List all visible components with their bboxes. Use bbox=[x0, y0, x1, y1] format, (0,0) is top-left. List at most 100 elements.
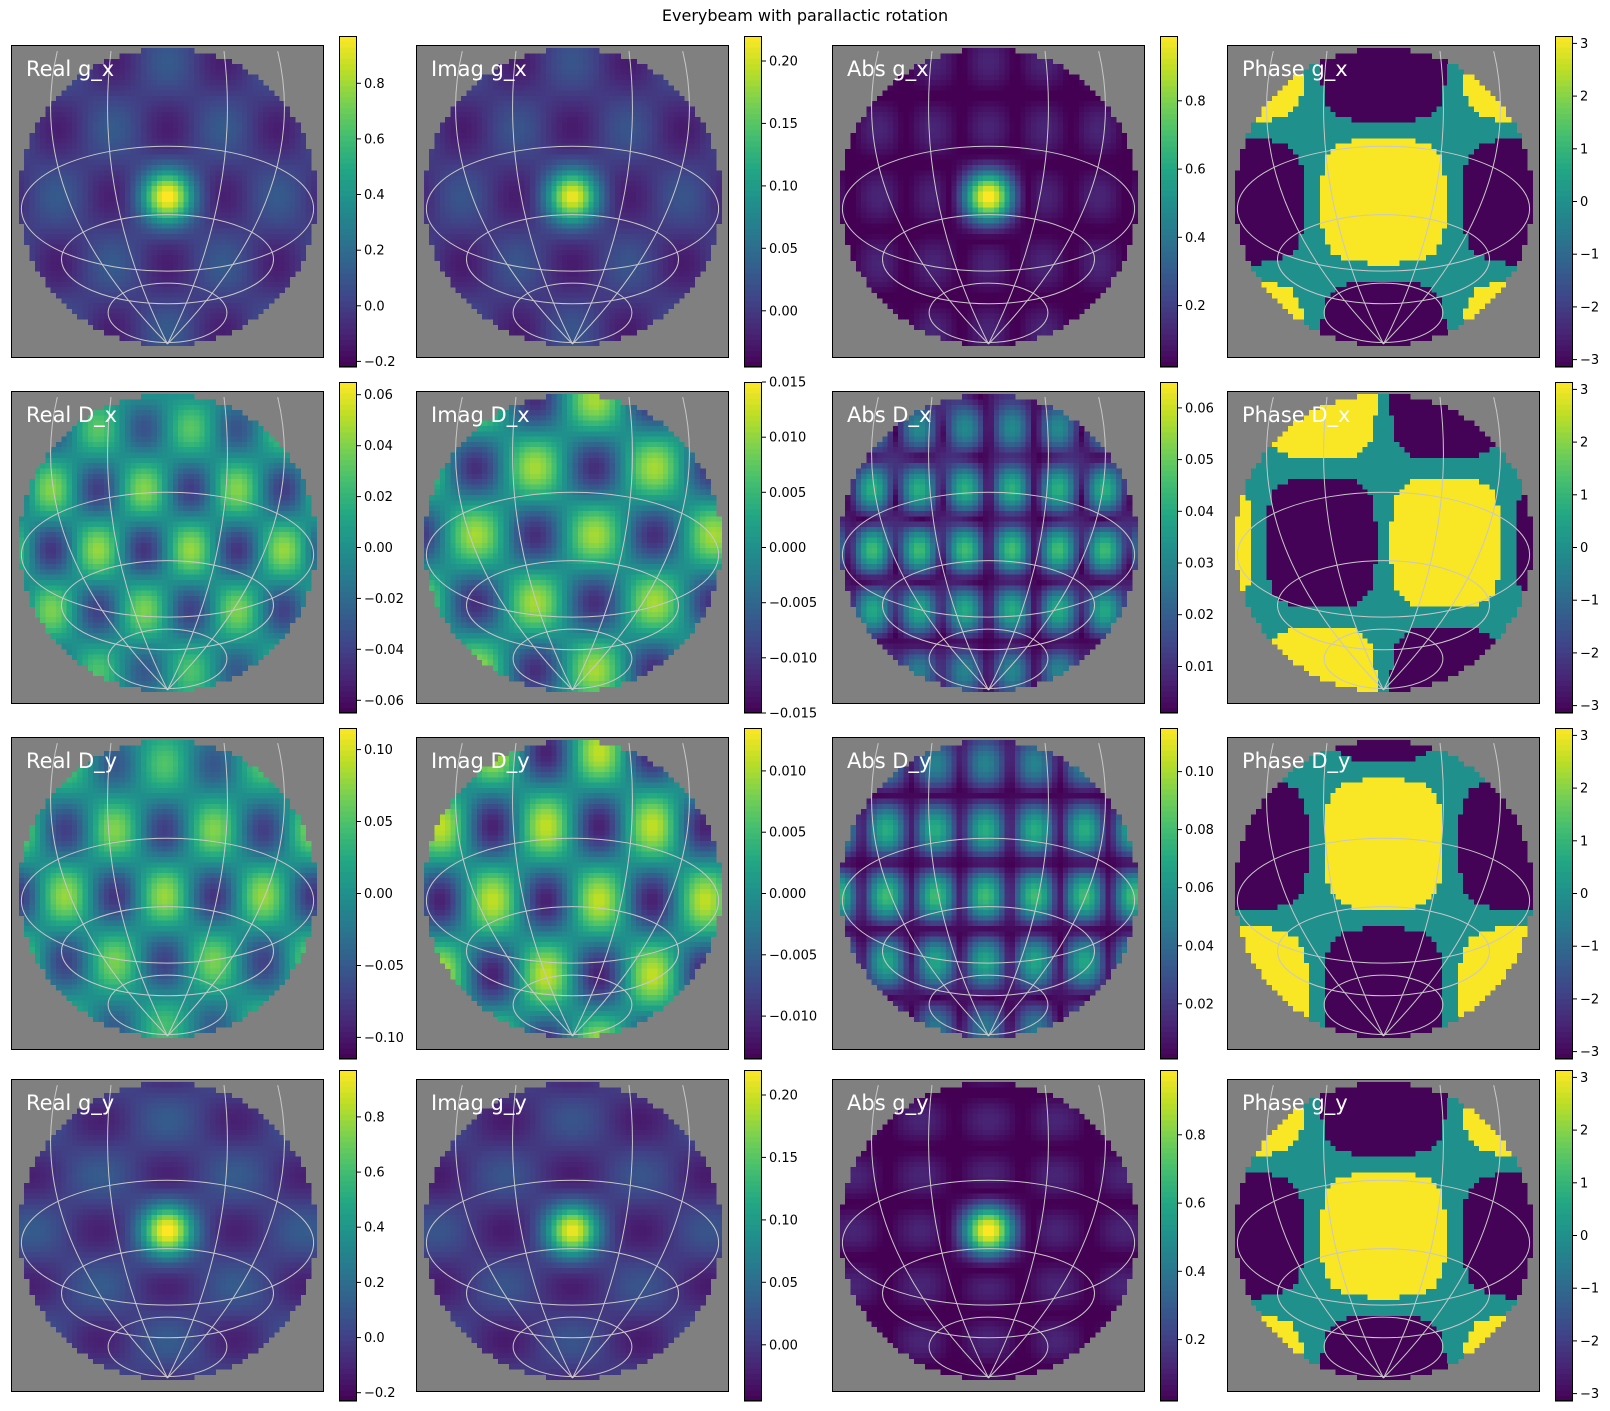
heatmap-cell bbox=[104, 101, 110, 107]
heatmap-cell bbox=[247, 117, 253, 123]
heatmap-cell bbox=[72, 117, 78, 123]
heatmap-cell bbox=[77, 128, 83, 134]
heatmap-cell bbox=[168, 133, 174, 139]
heatmap-cell bbox=[152, 154, 158, 160]
heatmap-cell bbox=[215, 154, 221, 160]
heatmap-cell bbox=[263, 154, 269, 160]
heatmap-cell bbox=[77, 96, 83, 102]
heatmap-cell bbox=[252, 91, 258, 97]
heatmap-cell bbox=[114, 101, 120, 107]
heatmap-cell bbox=[237, 112, 243, 118]
heatmap-cell bbox=[242, 133, 248, 139]
heatmap-cell bbox=[263, 144, 269, 150]
heatmap-cell bbox=[205, 149, 211, 155]
heatmap-cell bbox=[35, 133, 41, 139]
heatmap-cell bbox=[130, 96, 136, 102]
heatmap-cell bbox=[136, 107, 142, 113]
heatmap-cell bbox=[237, 91, 243, 97]
heatmap-cell bbox=[210, 59, 216, 65]
heatmap-cell bbox=[168, 91, 174, 97]
heatmap-cell bbox=[61, 91, 67, 97]
heatmap-cell bbox=[162, 112, 168, 118]
heatmap-cell bbox=[183, 85, 189, 91]
heatmap-cell bbox=[237, 128, 243, 134]
heatmap-cell bbox=[61, 144, 67, 150]
heatmap-cell bbox=[215, 91, 221, 97]
heatmap-cell bbox=[237, 96, 243, 102]
heatmap-cell bbox=[247, 107, 253, 113]
heatmap-cell bbox=[114, 133, 120, 139]
heatmap-cell bbox=[83, 101, 89, 107]
heatmap-cell bbox=[56, 96, 62, 102]
heatmap-cell bbox=[258, 101, 264, 107]
heatmap-cell bbox=[215, 107, 221, 113]
heatmap-cell bbox=[141, 96, 147, 102]
heatmap-cell bbox=[67, 149, 73, 155]
heatmap-cell bbox=[226, 69, 232, 75]
heatmap-cell bbox=[252, 96, 258, 102]
heatmap-cell bbox=[141, 101, 147, 107]
heatmap-cell bbox=[83, 138, 89, 144]
heatmap-cell bbox=[178, 149, 184, 155]
heatmap-cell bbox=[136, 75, 142, 81]
heatmap-cell bbox=[157, 96, 163, 102]
heatmap-cell bbox=[77, 122, 83, 128]
heatmap-cell bbox=[247, 112, 253, 118]
heatmap-cell bbox=[40, 160, 46, 166]
heatmap-cell bbox=[263, 149, 269, 155]
heatmap-cell bbox=[221, 91, 227, 97]
heatmap-cell bbox=[162, 80, 168, 86]
heatmap-cell bbox=[162, 101, 168, 107]
heatmap-cell bbox=[189, 91, 195, 97]
heatmap-cell bbox=[263, 91, 269, 97]
heatmap-cell bbox=[162, 91, 168, 97]
heatmap-cell bbox=[141, 107, 147, 113]
heatmap-cell bbox=[29, 154, 35, 160]
heatmap-cell bbox=[114, 107, 120, 113]
heatmap-cell bbox=[178, 128, 184, 134]
heatmap-cell bbox=[56, 133, 62, 139]
heatmap-cell bbox=[221, 85, 227, 91]
heatmap-cell bbox=[130, 138, 136, 144]
heatmap-cell bbox=[109, 112, 115, 118]
heatmap-cell bbox=[83, 149, 89, 155]
heatmap-cell bbox=[290, 128, 296, 134]
heatmap-cell bbox=[157, 138, 163, 144]
heatmap-cell bbox=[205, 133, 211, 139]
heatmap-cell bbox=[114, 160, 120, 166]
heatmap-cell bbox=[221, 133, 227, 139]
heatmap-cell bbox=[130, 53, 136, 59]
heatmap-cell bbox=[168, 59, 174, 65]
heatmap-cell bbox=[189, 112, 195, 118]
heatmap-cell bbox=[162, 75, 168, 81]
heatmap-cell bbox=[210, 64, 216, 70]
heatmap-cell bbox=[67, 128, 73, 134]
heatmap-cell bbox=[125, 112, 131, 118]
heatmap-cell bbox=[141, 64, 147, 70]
heatmap-cell bbox=[114, 138, 120, 144]
heatmap-cell bbox=[77, 91, 83, 97]
heatmap-cell bbox=[157, 122, 163, 128]
heatmap-cell bbox=[226, 112, 232, 118]
heatmap-cell bbox=[237, 75, 243, 81]
heatmap-cell bbox=[237, 69, 243, 75]
heatmap-cell bbox=[114, 69, 120, 75]
heatmap-cell bbox=[205, 91, 211, 97]
heatmap-cell bbox=[183, 91, 189, 97]
heatmap-cell bbox=[189, 133, 195, 139]
heatmap-cell bbox=[157, 75, 163, 81]
heatmap-cell bbox=[29, 160, 35, 166]
heatmap-cell bbox=[306, 149, 312, 155]
heatmap-cell bbox=[258, 144, 264, 150]
heatmap-cell bbox=[205, 80, 211, 86]
heatmap-cell bbox=[130, 64, 136, 70]
heatmap-cell bbox=[194, 107, 200, 113]
heatmap-cell bbox=[178, 133, 184, 139]
heatmap-cell bbox=[252, 128, 258, 134]
heatmap-cell bbox=[274, 133, 280, 139]
heatmap-cell bbox=[88, 149, 94, 155]
heatmap-cell bbox=[263, 138, 269, 144]
heatmap-cell bbox=[221, 128, 227, 134]
heatmap-cell bbox=[98, 144, 104, 150]
heatmap-cell bbox=[130, 80, 136, 86]
